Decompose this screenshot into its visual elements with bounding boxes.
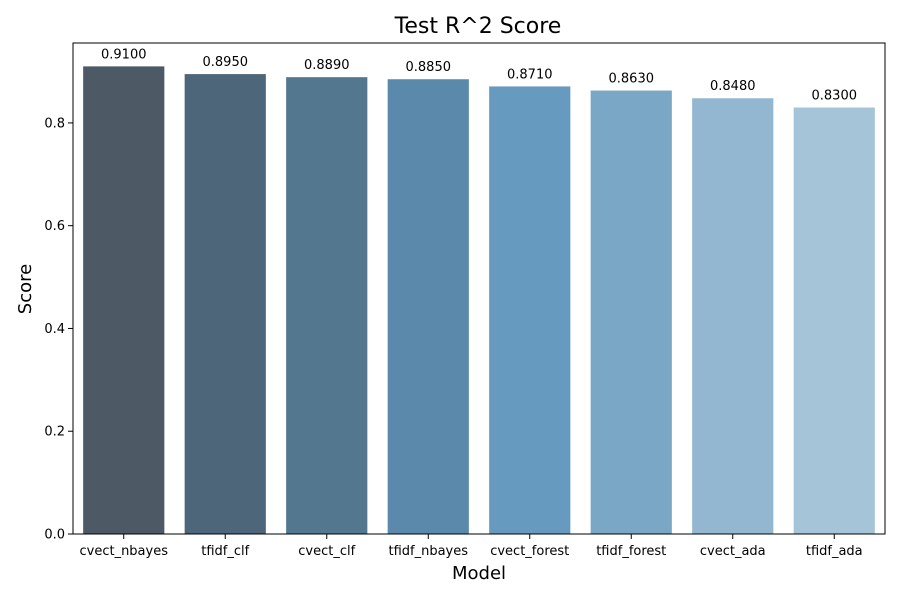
y-tick-label: 0.8 [44, 116, 65, 131]
bar-tfidf-nbayes [387, 79, 469, 534]
x-tick-label: tfidf_ada [806, 544, 863, 559]
bar-cvect-nbayes [83, 66, 165, 534]
y-tick-label: 0.6 [44, 219, 65, 234]
bar-tfidf-forest [590, 90, 672, 534]
data-label: 0.8890 [304, 58, 350, 73]
x-tick-label: cvect_nbayes [79, 544, 168, 559]
bar-cvect-clf [286, 77, 368, 535]
data-label: 0.8950 [203, 55, 249, 70]
y-tick-label: 0.4 [44, 322, 65, 337]
x-axis-label: Model [452, 563, 506, 584]
x-tick-label: tfidf_clf [201, 544, 249, 559]
bar-cvect-forest [489, 86, 571, 535]
x-tick-label: cvect_clf [298, 544, 355, 559]
plot-area: 0.0 0.2 0.4 0.6 0.8 cvect_nbayes 0.9100 tfidf_c… [44, 47, 875, 559]
x-tick-label: cvect_ada [700, 544, 766, 559]
x-tick-label: cvect_forest [490, 544, 569, 559]
x-tick-label: tfidf_nbayes [388, 544, 468, 559]
data-label: 0.8300 [812, 88, 858, 103]
bar-cvect-ada [692, 98, 774, 534]
data-label: 0.8850 [406, 60, 452, 75]
data-label: 0.8480 [710, 79, 756, 94]
y-tick-label: 0.2 [44, 425, 65, 440]
y-axis-label: Score [15, 264, 36, 314]
y-tick-label: 0.0 [44, 528, 65, 543]
data-label: 0.8630 [609, 72, 655, 87]
plot-frame [72, 42, 886, 535]
bar-tfidf-ada [793, 107, 875, 534]
chart-title: Test R^2 Score [394, 14, 562, 39]
data-label: 0.9100 [101, 47, 147, 62]
bar-tfidf-clf [184, 74, 266, 534]
x-tick-label: tfidf_forest [596, 544, 666, 559]
data-label: 0.8710 [507, 67, 553, 82]
